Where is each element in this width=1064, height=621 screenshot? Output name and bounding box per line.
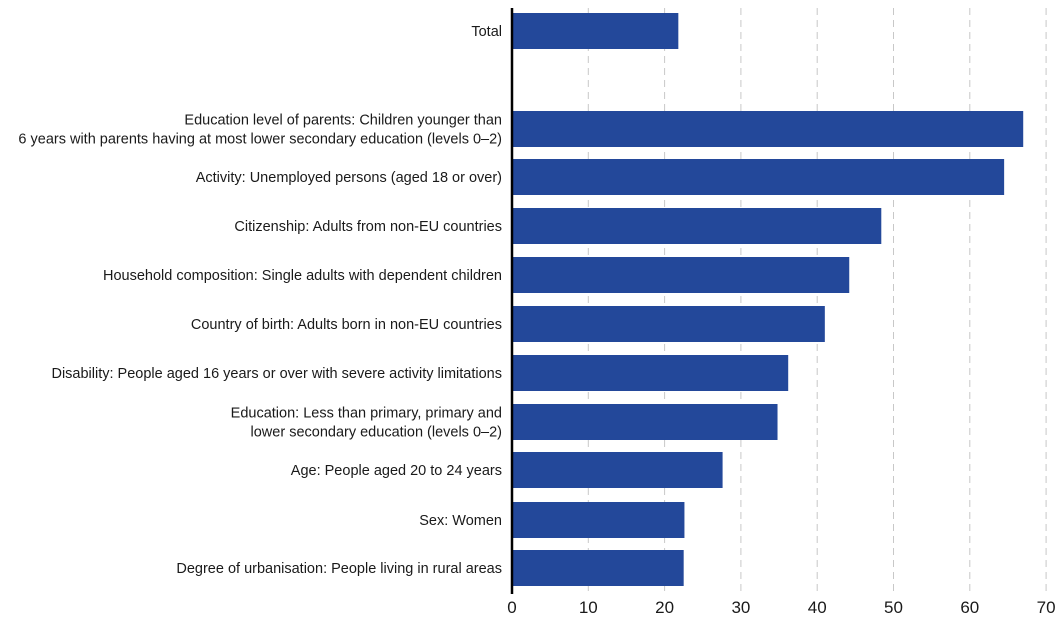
bar-7 — [512, 404, 778, 440]
bar-6 — [512, 355, 789, 391]
tick-label-0: 0 — [507, 598, 516, 617]
bar-4 — [512, 257, 850, 293]
category-label-7: Education: Less than primary, primary an… — [231, 406, 502, 441]
grid — [587, 8, 1047, 594]
tick-label-30: 30 — [731, 598, 750, 617]
category-label-line: lower secondary education (levels 0–2) — [251, 425, 502, 441]
category-label-line: 6 years with parents having at most lowe… — [18, 132, 502, 148]
bars — [512, 13, 1024, 586]
tick-label-60: 60 — [960, 598, 979, 617]
category-label-line: Disability: People aged 16 years or over… — [51, 366, 502, 382]
category-label-9: Sex: Women — [419, 513, 502, 529]
bar-9 — [512, 502, 685, 538]
tick-label-40: 40 — [808, 598, 827, 617]
category-labels: Total Education level of parents: Childre… — [18, 24, 502, 577]
category-label-line: Education level of parents: Children you… — [184, 113, 502, 129]
category-label-line: Sex: Women — [419, 513, 502, 529]
category-label-line: Age: People aged 20 to 24 years — [291, 463, 502, 479]
category-label-line: Household composition: Single adults wit… — [103, 268, 502, 284]
category-label-0: Total — [471, 24, 502, 40]
category-label-4: Household composition: Single adults wit… — [103, 268, 502, 284]
x-axis-ticks: 0 10 20 30 40 50 60 70 — [507, 598, 1055, 617]
tick-label-70: 70 — [1037, 598, 1056, 617]
category-label-line: Activity: Unemployed persons (aged 18 or… — [196, 170, 502, 186]
category-label-line: Degree of urbanisation: People living in… — [176, 561, 502, 577]
bar-2 — [512, 159, 1005, 195]
tick-label-50: 50 — [884, 598, 903, 617]
category-label-6: Disability: People aged 16 years or over… — [51, 366, 502, 382]
category-label-line: Total — [471, 24, 502, 40]
category-label-10: Degree of urbanisation: People living in… — [176, 561, 502, 577]
category-label-1: Education level of parents: Children you… — [18, 113, 502, 148]
bar-1 — [512, 111, 1024, 147]
category-label-line: Citizenship: Adults from non-EU countrie… — [234, 219, 502, 235]
tick-label-10: 10 — [579, 598, 598, 617]
category-label-3: Citizenship: Adults from non-EU countrie… — [234, 219, 502, 235]
bar-3 — [512, 208, 882, 244]
category-label-line: Education: Less than primary, primary an… — [231, 406, 502, 422]
bar-5 — [512, 306, 825, 342]
category-label-8: Age: People aged 20 to 24 years — [291, 463, 502, 479]
bar-8 — [512, 452, 723, 488]
category-label-line: Country of birth: Adults born in non-EU … — [191, 317, 502, 333]
bar-0 — [512, 13, 679, 49]
category-label-5: Country of birth: Adults born in non-EU … — [191, 317, 502, 333]
bar-10 — [512, 550, 684, 586]
category-label-2: Activity: Unemployed persons (aged 18 or… — [196, 170, 502, 186]
tick-label-20: 20 — [655, 598, 674, 617]
